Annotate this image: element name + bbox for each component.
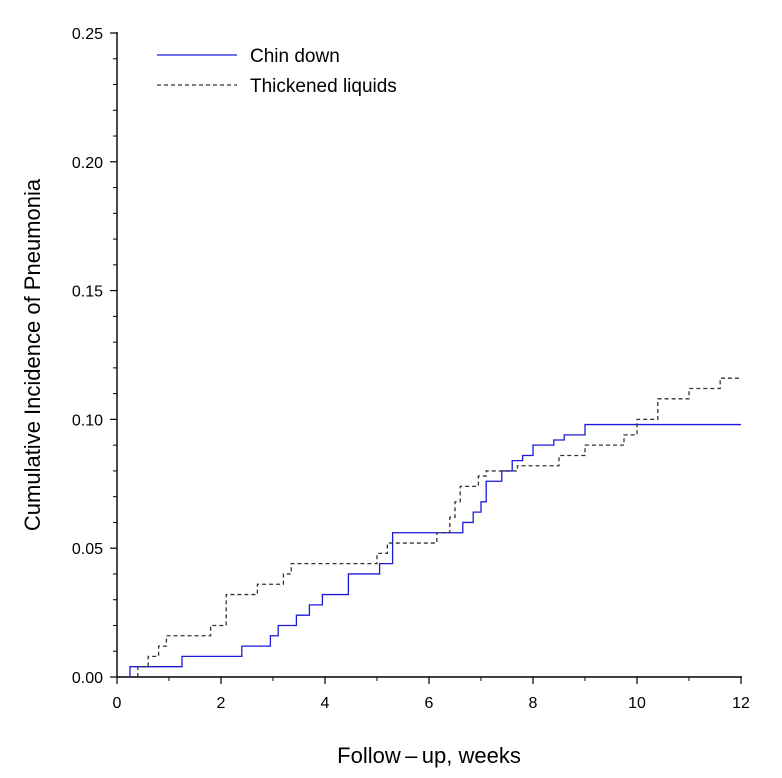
x-axis-label: Follow – up, weeks — [337, 743, 521, 768]
series-chin-down-line — [129, 423, 741, 677]
y-axis-ticks: 0.00 0.05 0.10 0.15 0.20 0.25 — [72, 26, 117, 687]
x-tick-label: 4 — [321, 695, 330, 712]
series-layer — [129, 377, 741, 677]
x-tick-label: 12 — [732, 695, 750, 712]
y-tick-label: 0.05 — [72, 541, 103, 558]
y-tick-label: 0.10 — [72, 412, 103, 429]
legend-label: Thickened liquids — [250, 76, 397, 97]
x-tick-label: 6 — [425, 695, 434, 712]
x-tick-label: 2 — [217, 695, 226, 712]
legend: Chin down Thickened liquids — [157, 46, 397, 97]
series-thickened-liquids-line — [137, 377, 741, 677]
legend-label: Chin down — [250, 46, 340, 67]
y-tick-label: 0.20 — [72, 155, 103, 172]
y-tick-label: 0.25 — [72, 26, 103, 43]
y-axis-label: Cumulative Incidence of Pneumonia — [20, 178, 45, 531]
x-tick-label: 0 — [113, 695, 122, 712]
x-axis-ticks: 0 2 4 6 8 10 12 — [113, 677, 750, 712]
y-tick-label: 0.15 — [72, 284, 103, 301]
x-tick-label: 8 — [529, 695, 538, 712]
x-tick-label: 10 — [628, 695, 646, 712]
y-tick-label: 0.00 — [72, 670, 103, 687]
axes — [116, 32, 742, 678]
